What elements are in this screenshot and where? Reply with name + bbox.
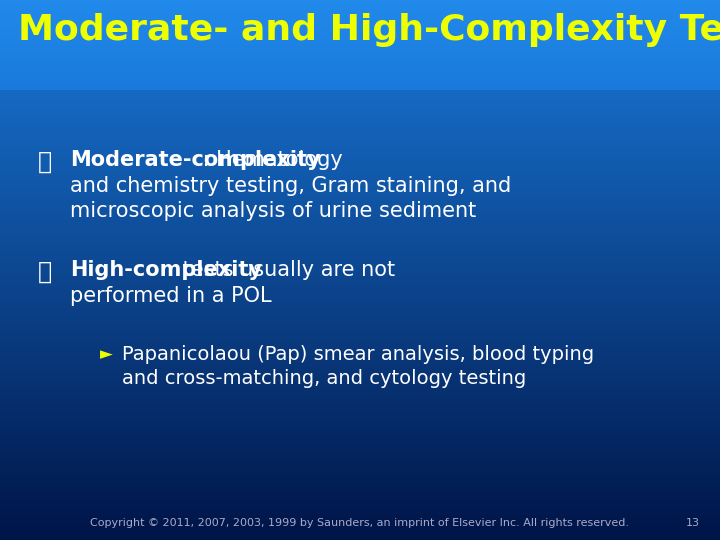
Text: 13: 13 — [686, 518, 700, 528]
Text: Moderate-complexity: Moderate-complexity — [70, 150, 320, 170]
Text: Copyright © 2011, 2007, 2003, 1999 by Saunders, an imprint of Elsevier Inc. All : Copyright © 2011, 2007, 2003, 1999 by Sa… — [91, 518, 629, 528]
Text: : Hematology
and chemistry testing, Gram staining, and
microscopic analysis of u: : Hematology and chemistry testing, Gram… — [70, 150, 511, 221]
Text: ⎙: ⎙ — [38, 260, 52, 284]
Text: Moderate- and High-Complexity Tests: Moderate- and High-Complexity Tests — [18, 13, 720, 47]
Text: ⎙: ⎙ — [38, 150, 52, 174]
Text: High-complexity: High-complexity — [70, 260, 262, 280]
Text: Papanicolaou (Pap) smear analysis, blood typing
and cross-matching, and cytology: Papanicolaou (Pap) smear analysis, blood… — [122, 345, 594, 388]
Text: ►: ► — [100, 345, 113, 363]
Text: tests usually are not
performed in a POL: tests usually are not performed in a POL — [70, 260, 395, 306]
